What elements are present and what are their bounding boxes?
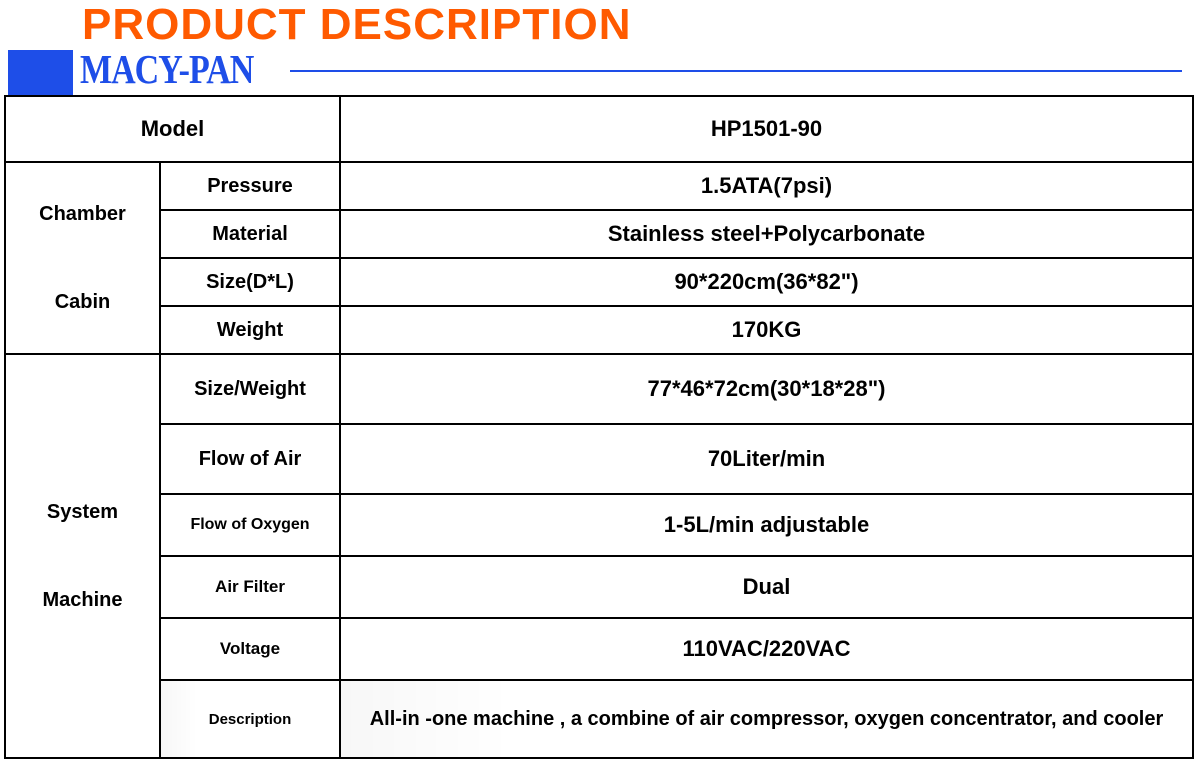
attr-label: Size(D*L) [160,258,340,306]
attr-value: 90*220cm(36*82") [340,258,1193,306]
table-row: Air Filter Dual [5,556,1193,618]
attr-label: Voltage [160,618,340,680]
chamber-category: ChamberCabin [5,162,160,354]
table-row: SystemMachine Size/Weight 77*46*72cm(30*… [5,354,1193,424]
table-row: Flow of Oxygen 1-5L/min adjustable [5,494,1193,556]
attr-value: 1.5ATA(7psi) [340,162,1193,210]
attr-label: Pressure [160,162,340,210]
attr-label: Flow of Air [160,424,340,494]
attr-value: Dual [340,556,1193,618]
system-category: SystemMachine [5,354,160,758]
attr-value: 77*46*72cm(30*18*28") [340,354,1193,424]
model-label: Model [5,96,340,162]
category-label: SystemMachine [42,501,122,611]
attr-label: Air Filter [160,556,340,618]
attr-label: Weight [160,306,340,354]
table-row: Material Stainless steel+Polycarbonate [5,210,1193,258]
table-row: Size(D*L) 90*220cm(36*82") [5,258,1193,306]
attr-label: Flow of Oxygen [160,494,340,556]
table-row: Flow of Air 70Liter/min [5,424,1193,494]
page-title: PRODUCT DESCRIPTION [82,0,631,50]
brand-logo: MACY-PAN [80,48,253,94]
spec-table: Model HP1501-90 ChamberCabin Pressure 1.… [4,95,1194,759]
attr-value: 1-5L/min adjustable [340,494,1193,556]
table-row: Description All-in -one machine , a comb… [5,680,1193,758]
table-row: ChamberCabin Pressure 1.5ATA(7psi) [5,162,1193,210]
accent-block [8,50,73,95]
attr-label: Material [160,210,340,258]
attr-value: All-in -one machine , a combine of air c… [340,680,1193,758]
header: PRODUCT DESCRIPTION MACY-PAN [0,0,1202,95]
table-row: Voltage 110VAC/220VAC [5,618,1193,680]
table-row: Weight 170KG [5,306,1193,354]
category-label: ChamberCabin [39,203,126,313]
model-value: HP1501-90 [340,96,1193,162]
attr-value: Stainless steel+Polycarbonate [340,210,1193,258]
attr-label: Size/Weight [160,354,340,424]
attr-label: Description [160,680,340,758]
header-rule [290,70,1182,72]
attr-value: 110VAC/220VAC [340,618,1193,680]
attr-value: 70Liter/min [340,424,1193,494]
attr-value: 170KG [340,306,1193,354]
table-row: Model HP1501-90 [5,96,1193,162]
